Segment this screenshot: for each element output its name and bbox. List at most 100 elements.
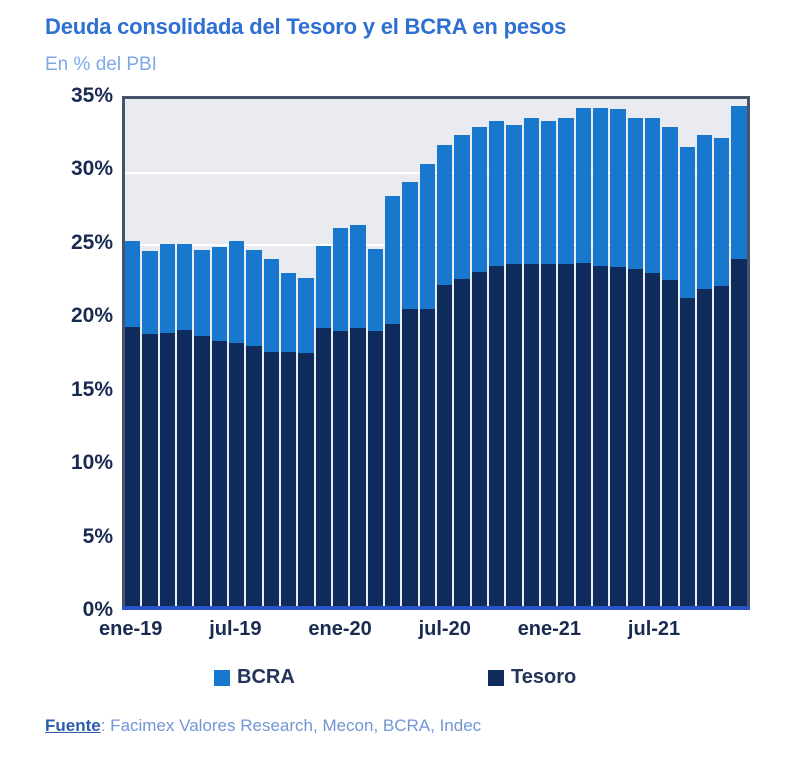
segment-tesoro	[644, 273, 661, 607]
bar-feb-20	[350, 99, 366, 607]
bar-stack	[159, 244, 175, 607]
bar-stack	[176, 244, 193, 607]
segment-tesoro	[246, 345, 262, 607]
segment-bcra	[627, 117, 643, 269]
segment-bcra	[350, 225, 366, 329]
segment-tesoro	[558, 264, 574, 607]
segment-tesoro	[280, 351, 297, 607]
segment-tesoro	[488, 265, 505, 607]
bcra-swatch-icon	[214, 669, 230, 686]
segment-tesoro	[627, 268, 643, 607]
bar-jun-19	[211, 99, 227, 607]
bar-may-21	[610, 99, 626, 607]
bar-abr-19	[176, 99, 193, 607]
bar-may-20	[402, 99, 418, 607]
segment-bcra	[419, 164, 435, 310]
segment-bcra	[731, 106, 747, 259]
bar-stack	[246, 249, 262, 607]
segment-bcra	[610, 109, 626, 268]
bar-stack	[419, 164, 435, 607]
bar-stack	[194, 249, 210, 607]
bar-ene-20	[332, 99, 349, 607]
bar-sep-19	[263, 99, 279, 607]
segment-tesoro	[263, 351, 279, 607]
tesoro-swatch-icon	[488, 669, 504, 686]
segment-bcra	[176, 244, 193, 330]
segment-tesoro	[731, 258, 747, 607]
bar-stack	[280, 273, 297, 607]
segment-tesoro	[696, 289, 713, 607]
bar-stack	[263, 258, 279, 607]
x-tick-label: jul-21	[627, 618, 681, 640]
bar-mar-19	[159, 99, 175, 607]
gridline-25	[125, 244, 747, 247]
chart-subtitle: En % del PBI	[45, 54, 157, 75]
bar-jun-20	[419, 99, 435, 607]
bar-oct-21	[696, 99, 713, 607]
bar-dic-20	[523, 99, 539, 607]
segment-tesoro	[332, 331, 349, 607]
segment-bcra	[228, 241, 245, 343]
bar-jun-21	[627, 99, 643, 607]
bar-stack	[298, 277, 314, 607]
segment-tesoro	[610, 267, 626, 607]
bar-stack	[610, 109, 626, 607]
bar-sep-20	[471, 99, 487, 607]
segment-tesoro	[367, 331, 383, 607]
y-tick-label: 30%	[70, 157, 113, 181]
bar-stack	[714, 138, 730, 607]
bar-abr-20	[384, 99, 401, 607]
bar-ene-19	[125, 99, 141, 607]
y-tick-label: 25%	[70, 230, 113, 254]
bar-stack	[523, 117, 539, 607]
segment-tesoro	[679, 297, 695, 607]
bar-nov-19	[298, 99, 314, 607]
bar-stack	[488, 120, 505, 607]
x-tick-label: ene-21	[517, 618, 582, 640]
segment-bcra	[506, 125, 522, 265]
segment-tesoro	[436, 284, 453, 607]
y-tick-label: 5%	[82, 524, 113, 548]
y-tick-label: 20%	[70, 304, 113, 328]
legend-label-tesoro: Tesoro	[511, 666, 577, 688]
segment-bcra	[315, 245, 331, 329]
bar-may-19	[194, 99, 210, 607]
segment-bcra	[679, 146, 695, 298]
bar-mar-20	[367, 99, 383, 607]
bar-jul-20	[436, 99, 453, 607]
bar-ene-21	[540, 99, 557, 607]
segment-bcra	[402, 181, 418, 310]
segment-tesoro	[142, 334, 158, 607]
x-tick-label: ene-20	[308, 618, 372, 640]
segment-bcra	[298, 277, 314, 353]
bar-stack	[436, 145, 453, 607]
segment-tesoro	[506, 264, 522, 607]
segment-tesoro	[384, 323, 401, 607]
bar-stack	[627, 117, 643, 607]
bar-feb-19	[142, 99, 158, 607]
y-tick-label: 0%	[82, 598, 113, 621]
segment-bcra	[436, 145, 453, 285]
segment-bcra	[211, 247, 227, 342]
bar-stack	[228, 241, 245, 607]
x-tick-label: jul-19	[209, 618, 262, 640]
segment-tesoro	[540, 264, 557, 607]
segment-bcra	[575, 107, 591, 264]
bar-stack	[644, 117, 661, 607]
bar-stack	[575, 107, 591, 607]
segment-bcra	[592, 107, 609, 266]
segment-tesoro	[176, 329, 193, 607]
legend-item-tesoro: Tesoro	[488, 666, 576, 689]
segment-tesoro	[592, 265, 609, 607]
bar-stack	[402, 181, 418, 607]
bar-feb-21	[558, 99, 574, 607]
bar-stack	[332, 228, 349, 607]
bar-stack	[679, 146, 695, 607]
legend-item-bcra: BCRA	[214, 666, 295, 689]
bar-stack	[125, 241, 141, 607]
segment-bcra	[246, 249, 262, 346]
segment-tesoro	[315, 328, 331, 607]
segment-bcra	[471, 126, 487, 272]
x-tick-label: jul-20	[418, 618, 471, 640]
